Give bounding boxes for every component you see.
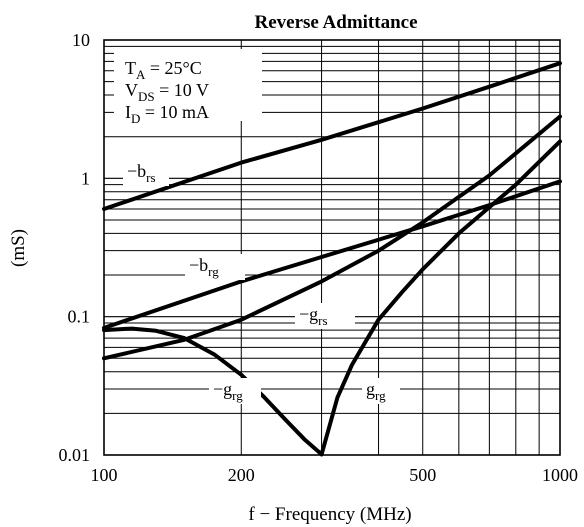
- x-tick-labels: 100 200 500 1000: [91, 465, 579, 485]
- curve-label-bg: [209, 378, 261, 404]
- series-layer: [102, 61, 562, 457]
- series-line-4: [319, 139, 562, 457]
- series-line-2: [102, 114, 562, 361]
- chart-title: Reverse Admittance: [254, 12, 417, 33]
- y-tick-label: 10: [72, 30, 90, 50]
- series-line-3: [102, 326, 324, 457]
- x-tick-label: 500: [409, 465, 436, 485]
- x-tick-label: 100: [91, 465, 118, 485]
- y-tick-labels: 0.01 0.1 1 10: [59, 30, 91, 465]
- condition-line: TA = 25°C: [125, 58, 202, 82]
- plot-frame: [103, 39, 561, 456]
- y-tick-label: 0.01: [59, 445, 91, 465]
- curve-label-bg: [362, 378, 400, 404]
- y-tick-label: 0.1: [68, 307, 91, 327]
- curve-label-1: −brg: [189, 255, 219, 279]
- curve-labels: −brs −brg −grs −grg grg: [123, 160, 400, 404]
- condition-line: ID = 10 mA: [125, 102, 209, 126]
- curve-label-2: −grs: [299, 304, 328, 328]
- conditions-box: [114, 49, 262, 121]
- condition-line: VDS = 10 V: [125, 80, 209, 104]
- curve-label-bg: [185, 254, 245, 280]
- curve-label-bg: [123, 160, 169, 186]
- y-tick-label: 1: [81, 168, 90, 188]
- curve-label-0: −brs: [127, 161, 156, 185]
- curve-label-3: −grg: [213, 379, 243, 403]
- curve-label-bg: [295, 303, 355, 329]
- x-tick-label: 1000: [542, 465, 578, 485]
- x-axis-label: f − Frequency (MHz): [248, 504, 411, 525]
- series-line-1: [102, 179, 562, 330]
- curve-label-4: grg: [366, 379, 386, 403]
- y-axis-label: (mS): [8, 229, 29, 267]
- series-line-0: [102, 61, 562, 211]
- x-tick-label: 200: [228, 465, 255, 485]
